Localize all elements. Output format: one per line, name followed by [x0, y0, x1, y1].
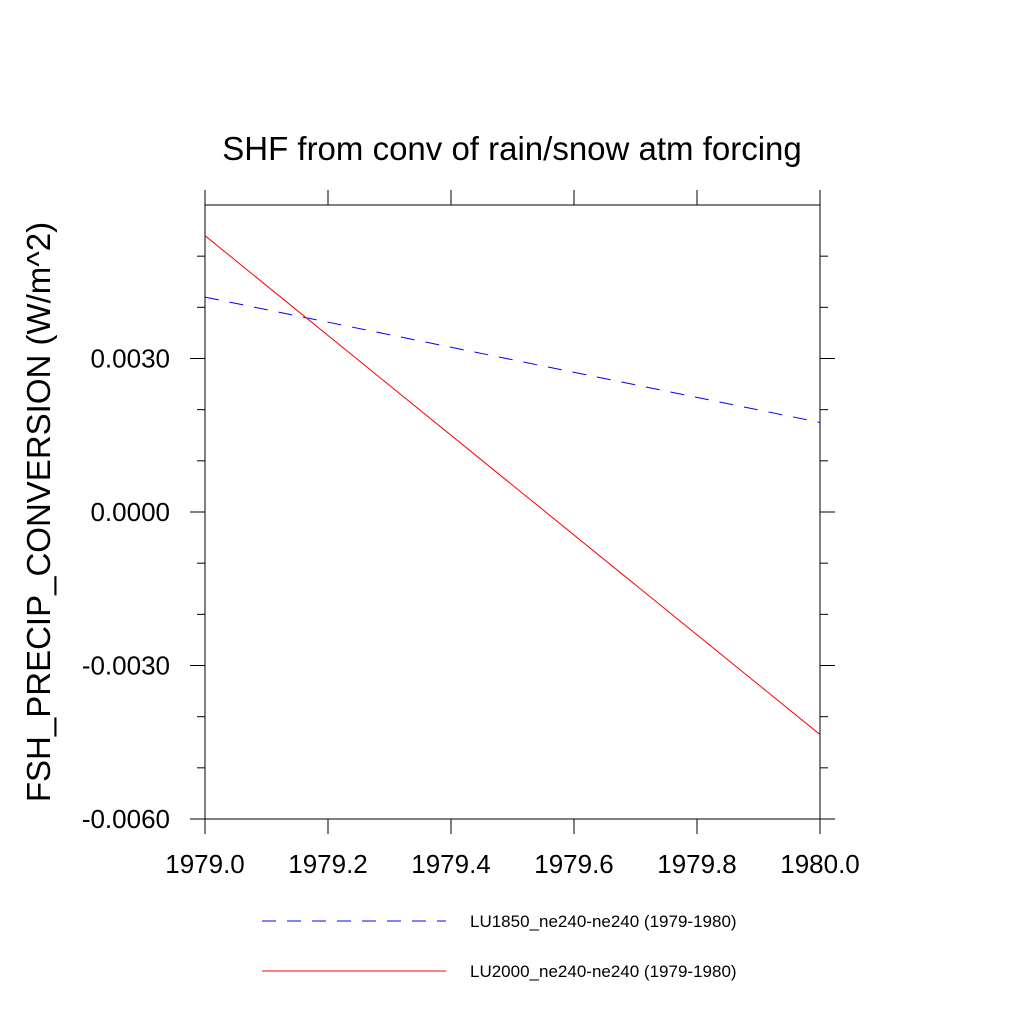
y-axis-label: FSH_PRECIP_CONVERSION (W/m^2) — [20, 222, 57, 802]
plot-frame — [204, 204, 821, 820]
x-tick-label: 1979.4 — [411, 849, 491, 879]
x-tick-label: 1979.2 — [288, 849, 368, 879]
legend-label-1: LU1850_ne240-ne240 (1979-1980) — [470, 912, 737, 931]
chart-title: SHF from conv of rain/snow atm forcing — [222, 130, 802, 167]
y-tick-label: -0.0030 — [82, 651, 170, 681]
y-tick-label: -0.0060 — [82, 804, 170, 834]
x-tick-label: 1980.0 — [780, 849, 860, 879]
legend-label-2: LU2000_ne240-ne240 (1979-1980) — [470, 962, 737, 981]
series-lines — [204, 235, 821, 735]
y-tick-label: 0.0000 — [90, 497, 170, 527]
plot-border — [204, 204, 821, 820]
x-tick-label: 1979.6 — [534, 849, 614, 879]
series-line-2 — [204, 235, 821, 735]
x-tick-label: 1979.8 — [657, 849, 737, 879]
axis-ticks: 1979.0 1979.2 1979.4 1979.6 1979.8 1980.0 -0.0… — [82, 190, 860, 879]
series-line-1 — [204, 296, 821, 423]
x-tick-label: 1979.0 — [165, 849, 245, 879]
legend: LU1850_ne240-ne240 (1979-1980) LU2000_ne2… — [262, 912, 737, 981]
y-tick-label: 0.0030 — [90, 344, 170, 374]
